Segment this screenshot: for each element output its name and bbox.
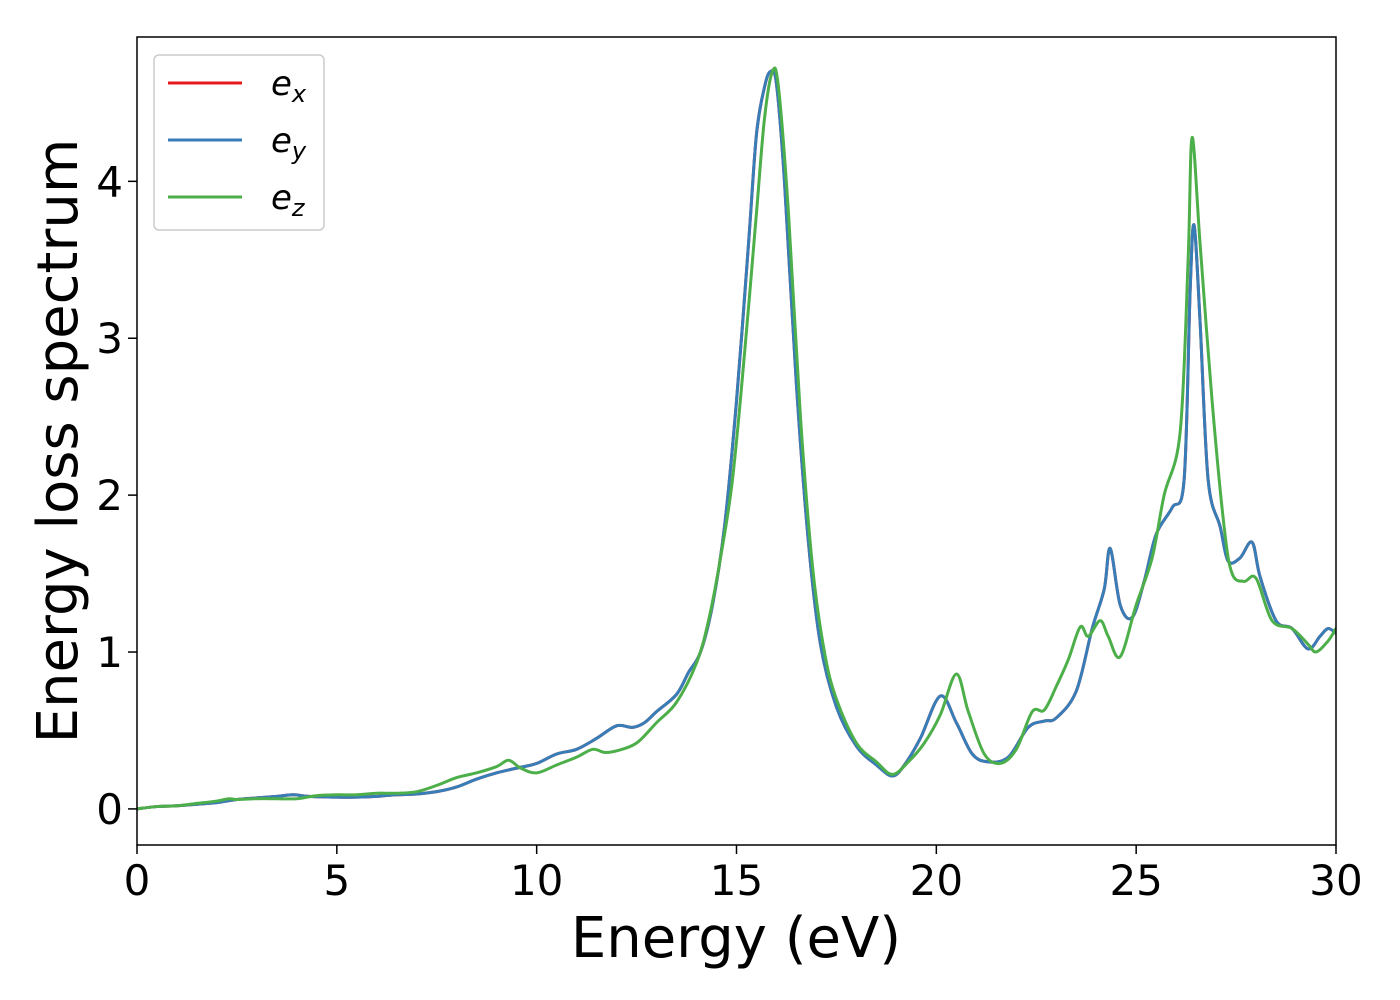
series-line-e-z <box>137 66 1336 811</box>
legend-label-e-x: ex <box>271 64 307 108</box>
x-tick-label: 25 <box>1109 856 1162 905</box>
y-tick-label: 3 <box>96 314 123 363</box>
y-tick-label: 0 <box>96 785 123 834</box>
x-axis-label: Energy (eV) <box>571 906 901 971</box>
legend: ex ey ez <box>153 54 325 231</box>
x-tick-label: 20 <box>910 856 963 905</box>
y-tick-label: 1 <box>96 628 123 677</box>
legend-label-e-z: ez <box>271 178 306 222</box>
y-tick-label: 4 <box>96 157 123 206</box>
y-tick-label: 2 <box>96 471 123 520</box>
y-axis-label: Energy loss spectrum <box>26 139 91 744</box>
y-axis: 0 1 2 3 4 <box>96 157 137 834</box>
x-tick-label: 30 <box>1309 856 1362 905</box>
series-line-e-y <box>137 68 1336 811</box>
x-tick-label: 15 <box>710 856 763 905</box>
legend-label-e-y: ey <box>271 121 307 165</box>
series-layer <box>137 66 1336 811</box>
x-axis: 0 5 10 15 20 25 30 <box>124 845 1363 905</box>
legend-box <box>153 54 325 231</box>
plot-area <box>137 66 1336 811</box>
x-tick-label: 5 <box>323 856 350 905</box>
x-tick-label: 0 <box>124 856 151 905</box>
x-tick-label: 10 <box>510 856 563 905</box>
